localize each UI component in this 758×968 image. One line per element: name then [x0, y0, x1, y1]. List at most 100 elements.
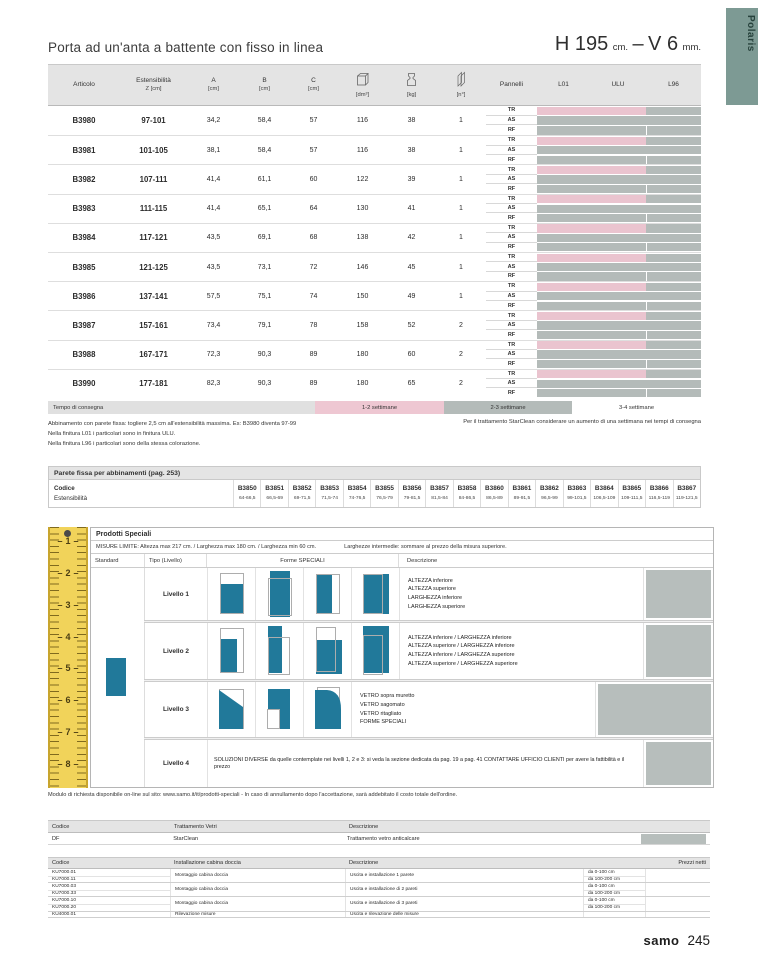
page-number: 245 — [687, 933, 710, 948]
finish-band-gray — [537, 146, 701, 155]
finish-band-gray — [537, 350, 701, 359]
glass-unit: mm. — [682, 42, 701, 53]
note-line: Abbinamento con parete fissa: togliere 2… — [48, 421, 297, 427]
size-header: H 195 cm. – V 6 mm. — [555, 33, 701, 56]
pf-column: B3862 96,5-99 — [535, 480, 562, 507]
ruler-number: 7 — [48, 727, 88, 737]
glass-value: V 6 — [648, 33, 679, 55]
pf-column: B3864 106,5-109 — [590, 480, 617, 507]
standard-column — [91, 568, 144, 787]
shape-vetro-sopra-muretto — [207, 682, 255, 737]
finish-band-pink — [537, 136, 646, 145]
finish-band-pink — [537, 370, 646, 379]
panel-finish-cells: TR AS RF — [486, 195, 701, 223]
note-starclean: Per il trattamento StarClean considerare… — [463, 419, 701, 425]
col-estensibilita: Estensibilità — [136, 77, 171, 84]
pf-column: B3860 86,5-89 — [480, 480, 507, 507]
article-code: B3987 — [72, 320, 96, 330]
page-title: Porta ad un'anta a battente con fisso in… — [48, 40, 324, 55]
finish-band-pink — [537, 224, 646, 233]
prodotti-speciali-title: Prodotti Speciali — [91, 528, 713, 541]
install-group-2: KU7000.03 KU7000.33 Montaggio cabina doc… — [48, 883, 710, 898]
pf-column: B3850 64-66,5 — [233, 480, 260, 507]
prodotti-header-row: Standard Tipo (Livello) Forme SPECIALI D… — [91, 554, 713, 568]
prodotti-speciali-section: Prodotti Speciali MISURE LIMITE: Altezza… — [90, 527, 714, 788]
col-ulu: ULU — [611, 81, 625, 88]
price-cell — [595, 682, 713, 737]
article-code: B3980 — [72, 116, 96, 126]
article-code: B3982 — [72, 174, 96, 184]
online-form-note: Modulo di richiesta disponibile on-line … — [48, 792, 458, 798]
col-l01: L01 — [558, 81, 569, 88]
finish-band-gray — [647, 155, 701, 164]
finish-band-gray — [647, 359, 701, 369]
pf-column: B3854 74-76,5 — [342, 480, 370, 507]
price-cell — [645, 897, 710, 911]
delivery-time-bar: Tempo di consegna 1-2 settimane 2-3 sett… — [48, 401, 701, 414]
finish-band-gray — [537, 204, 701, 213]
finish-band-gray — [646, 106, 701, 116]
larghezze-intermedie: Larghezze intermedie: sommare al prezzo … — [344, 544, 507, 550]
price-cell — [640, 833, 706, 844]
table-row: B3987 157-161 73,4 79,1 78 158 52 2 TR — [48, 310, 701, 339]
col-pannelli: Pannelli — [499, 81, 524, 88]
shape-larghezza-superiore — [351, 568, 399, 620]
box-icon — [355, 72, 370, 91]
shape-alt-sup-larg-sup — [351, 623, 399, 679]
header-standard: Standard — [95, 557, 119, 564]
finish-band-gray — [537, 184, 646, 193]
height-value: H 195 — [554, 33, 609, 55]
article-code: B3981 — [72, 145, 96, 155]
finish-band-gray — [647, 330, 701, 339]
pf-column: B3863 99-101,5 — [562, 480, 590, 507]
level-3-row: Livello 3 VETRO sopra — [144, 682, 713, 737]
ruler-number: 1 — [48, 536, 88, 546]
finish-band-gray — [647, 243, 701, 252]
tab-polaris[interactable]: Polaris — [726, 8, 758, 105]
shape-vetro-sagomato — [255, 682, 303, 737]
vt-header-trattamento: Trattamento Vetri — [174, 823, 217, 830]
table-row: B3983 111-115 41,4 65,1 64 130 41 1 TR — [48, 193, 701, 223]
finish-band-pink — [537, 253, 646, 262]
header-forme: Forme SPECIALI — [206, 554, 398, 567]
panel-finish-cells: TR AS RF — [486, 165, 701, 193]
finish-band-gray — [537, 233, 701, 242]
level-description-line: ALTEZZA superiore / LARGHEZZA inferiore — [408, 643, 515, 650]
finish-band-gray — [646, 341, 701, 350]
finish-band-gray — [646, 136, 701, 145]
finish-band-gray — [537, 272, 646, 281]
finish-band-gray — [537, 321, 701, 330]
vt-header-descrizione: Descrizione — [349, 823, 379, 830]
brand-logo: samo — [643, 933, 680, 948]
page-footer: samo 245 — [644, 933, 711, 948]
finish-band-pink — [537, 165, 646, 175]
finish-band-gray — [646, 165, 701, 175]
note-line: Nella finitura L96 i particolari sono de… — [48, 441, 201, 447]
it-header-descrizione: Descrizione — [349, 860, 379, 866]
shape-alt-sup-larg-inf — [255, 623, 303, 679]
pf-row-label-est: Estensibilità — [54, 494, 88, 502]
level-4-row: Livello 4 SOLUZIONI DIVERSE da quelle co… — [144, 740, 713, 787]
table-row: DF StarClean Trattamento vetro anticalca… — [48, 833, 710, 845]
parete-fissa-table: Parete fissa per abbinamenti (pag. 253) … — [48, 466, 701, 508]
size-separator: – — [632, 33, 644, 55]
finish-band-pink — [537, 195, 646, 204]
finish-band-gray — [647, 184, 701, 193]
table-row: B3981 101-105 38,1 58,4 57 116 38 1 TR — [48, 135, 701, 164]
level-description-line: ALTEZZA inferiore / LARGHEZZA superiore — [408, 652, 515, 658]
measuring-tape-graphic: 1 2 3 4 5 6 7 8 — [48, 527, 88, 788]
col-b: B — [262, 77, 267, 84]
price-cell — [643, 740, 713, 787]
col-c: C — [311, 77, 316, 84]
delivery-band: 2-3 settimane — [444, 401, 572, 414]
level-description-line: ALTEZZA superiore / LARGHEZZA superiore — [408, 660, 518, 667]
delivery-band: 3-4 settimane — [618, 404, 655, 411]
finish-band-gray — [537, 359, 646, 369]
height-unit: cm. — [612, 42, 629, 53]
level-1-row: Livello 1 — [144, 568, 713, 620]
panel-finish-cells: TR AS RF — [486, 224, 701, 252]
finish-band-gray — [646, 253, 701, 262]
note-line: Nella finitura L01 i particolari sono in… — [48, 431, 176, 437]
level-4-text: SOLUZIONI DIVERSE da quelle contemplate … — [207, 740, 643, 787]
ruler-number: 3 — [48, 600, 88, 610]
